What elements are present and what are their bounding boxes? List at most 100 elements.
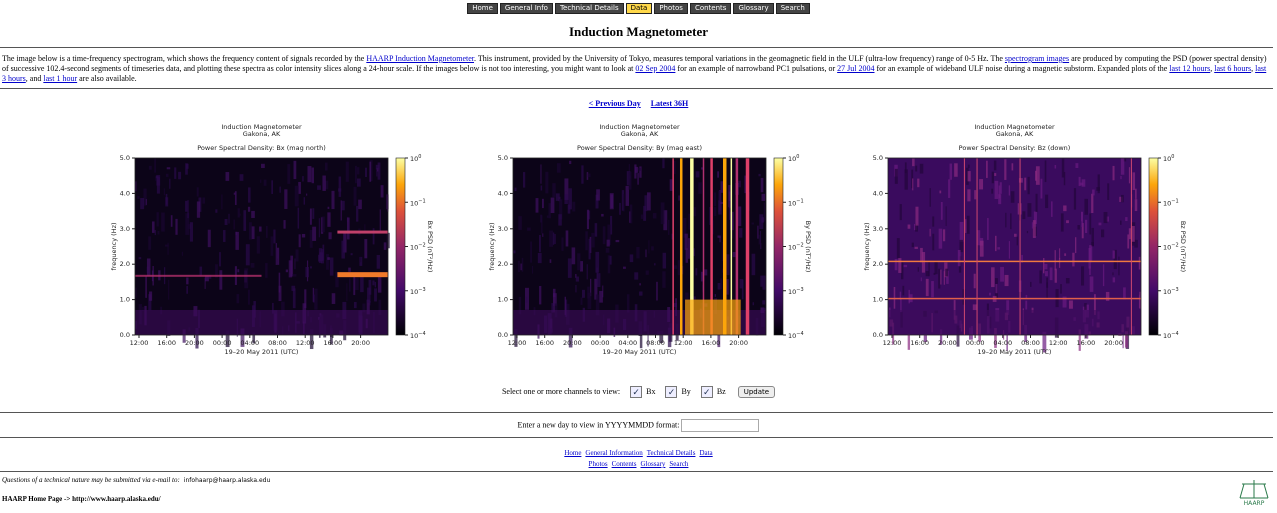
noise: [991, 267, 995, 288]
noise: [685, 292, 689, 304]
noise: [152, 221, 155, 233]
footer-link[interactable]: Glossary: [640, 460, 666, 468]
noise: [207, 229, 211, 248]
home-link[interactable]: HAARP Home Page -> http://www.haarp.alas…: [2, 495, 161, 503]
footer-link[interactable]: Contents: [611, 460, 637, 468]
nav-item[interactable]: Technical Details: [554, 3, 624, 14]
checkbox[interactable]: ✓: [630, 386, 643, 399]
noise: [1112, 277, 1116, 283]
noise: [1060, 213, 1064, 232]
noise: [1058, 257, 1061, 268]
checkbox[interactable]: ✓: [665, 386, 678, 399]
intro-link[interactable]: 27 Jul 2004: [837, 64, 875, 73]
footer-link[interactable]: Technical Details: [646, 449, 696, 457]
noise: [585, 231, 588, 251]
intro-link[interactable]: spectrogram images: [1004, 54, 1070, 63]
intro-link[interactable]: 02 Sep 2004: [635, 64, 676, 73]
noise: [758, 173, 761, 177]
noise: [540, 214, 542, 223]
noise: [974, 190, 977, 200]
noise: [168, 279, 170, 300]
noise: [564, 194, 568, 205]
noise: [530, 241, 532, 263]
burst: [976, 158, 978, 335]
footer-link[interactable]: Photos: [588, 460, 608, 468]
noise: [140, 197, 145, 210]
noise: [318, 218, 320, 238]
noise: [375, 164, 380, 170]
footer-link[interactable]: Data: [699, 449, 713, 457]
nav-item[interactable]: General Info: [499, 3, 553, 14]
colorbar-label: Bz PSD (nT²/Hz): [1179, 221, 1187, 272]
nav-item[interactable]: Home: [467, 3, 498, 14]
day-input[interactable]: [681, 419, 760, 432]
noise: [138, 257, 142, 260]
tick-base: 10: [788, 332, 796, 340]
noise: [728, 200, 731, 220]
noise: [1105, 291, 1110, 301]
noise: [701, 167, 704, 170]
plot-header: Induction Magnetometer: [221, 123, 302, 131]
colorbar-tick-label: 10−2: [788, 243, 804, 252]
tick-exp: −4: [796, 331, 803, 337]
noise: [1033, 211, 1037, 224]
noise: [291, 285, 296, 291]
noise: [1139, 291, 1141, 309]
noise: [301, 233, 306, 238]
contact-email[interactable]: infohaarp@haarp.alaska.edu: [183, 477, 271, 484]
noise: [999, 182, 1002, 194]
intro-link[interactable]: last 6 hours: [1214, 64, 1252, 73]
tick-exp: −4: [418, 331, 425, 337]
nav-item[interactable]: Data: [625, 3, 653, 14]
update-button[interactable]: Update: [737, 386, 776, 398]
footer-link[interactable]: Search: [669, 460, 689, 468]
intro-link[interactable]: last 12 hours: [1169, 64, 1211, 73]
noise: [704, 269, 708, 276]
noise: [1135, 188, 1137, 199]
noise: [1063, 171, 1066, 186]
checkbox[interactable]: ✓: [700, 386, 713, 399]
noise: [186, 277, 189, 285]
noise: [156, 175, 161, 186]
x-axis-label: 19–20 May 2011 (UTC): [603, 348, 677, 356]
y-tick-label: 0.0: [120, 331, 130, 339]
noise: [199, 266, 203, 276]
nav-item[interactable]: Contents: [689, 3, 732, 14]
footer-link[interactable]: General Information: [585, 449, 643, 457]
noise: [673, 265, 678, 269]
noise: [580, 297, 583, 305]
noise: [609, 193, 614, 210]
nav-item[interactable]: Glossary: [733, 3, 774, 14]
noise: [265, 225, 268, 238]
noise: [717, 235, 721, 238]
noise: [917, 267, 919, 272]
burst: [730, 158, 733, 335]
noise: [251, 226, 255, 240]
noise: [568, 327, 573, 348]
intro-link[interactable]: last 3 hours: [2, 64, 1267, 83]
latest-link[interactable]: Latest 36H: [650, 99, 689, 108]
tick-exp: −3: [796, 287, 803, 293]
noise: [928, 261, 930, 277]
intro-link[interactable]: last 1 hour: [43, 74, 78, 83]
nav-item[interactable]: Photos: [654, 3, 688, 14]
prev-day-link[interactable]: < Previous Day: [588, 99, 641, 108]
noise: [169, 178, 171, 189]
noise: [281, 301, 285, 317]
noise: [940, 201, 943, 220]
noise: [659, 330, 664, 343]
noise: [322, 175, 326, 191]
noise: [311, 167, 315, 184]
noise: [1035, 170, 1037, 181]
noise: [549, 230, 554, 247]
nav-item[interactable]: Search: [775, 3, 810, 14]
tick-exp: −3: [418, 287, 425, 293]
noise: [360, 276, 364, 293]
footer-link[interactable]: Home: [564, 449, 582, 457]
tick-base: 10: [1163, 288, 1171, 296]
noise: [1098, 222, 1102, 226]
noise: [326, 254, 329, 270]
noise: [586, 264, 588, 280]
intro-link[interactable]: HAARP Induction Magnetometer: [366, 54, 475, 63]
